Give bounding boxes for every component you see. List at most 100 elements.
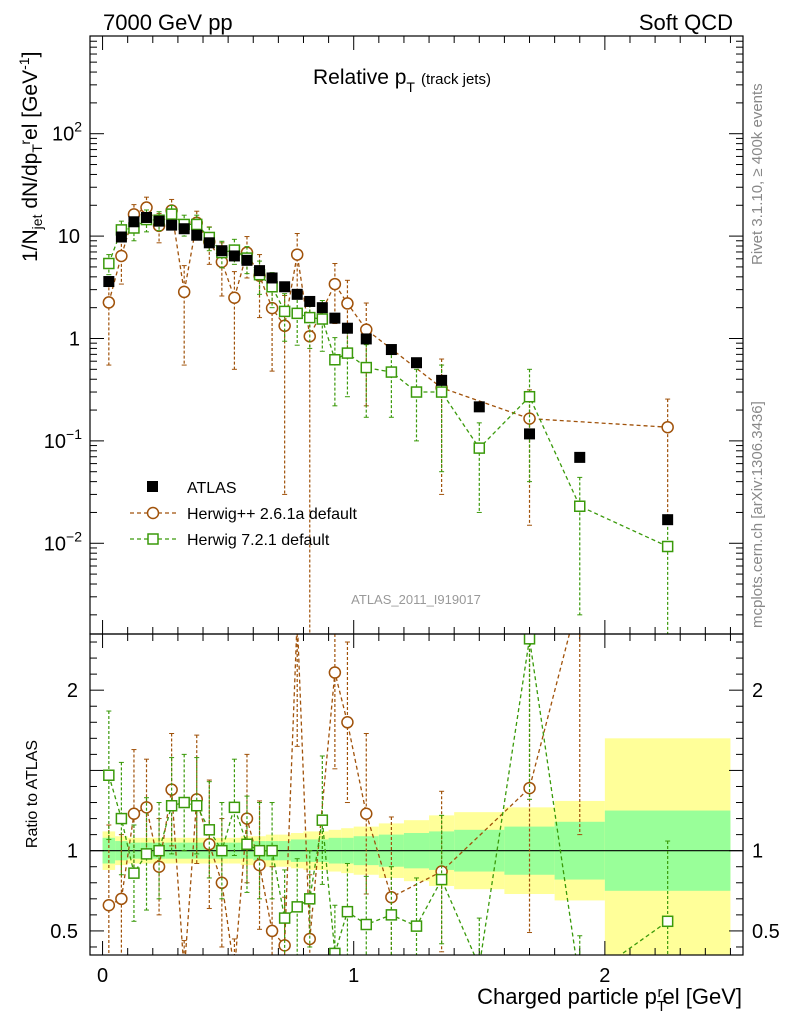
analysis-watermark: ATLAS_2011_I919017 [351,592,481,607]
herwig7-ratio-point [103,769,115,781]
ratio-frame [89,633,744,956]
y-tick-label-ratio-right: 0.5 [752,921,780,943]
herwig7-ratio-point [523,634,536,645]
herwig7-ratio-point [228,801,241,814]
atlas-main-point [153,215,165,227]
atlas-main-point [241,254,253,266]
herwig7-ratio-point [190,799,203,812]
x-tick-label: 0 [97,965,108,987]
herwig7-main-point [291,307,303,320]
atlas-main-point [411,357,422,369]
main-title: Relative pT (track jets) [313,66,491,95]
atlas-main-point [178,223,190,235]
y-tick-label-main: 10−2 [44,528,82,555]
legend-herwigpp-marker [146,506,160,520]
herwig7-main-point [435,386,448,398]
herwig7-ratio-point [278,912,291,924]
herwig7-ratio-point [241,838,253,851]
atlas-main-point [291,288,303,300]
herwigpp-ratio-line [108,634,571,955]
herwig7-ratio-point [253,844,266,857]
atlas-main-point [266,272,278,284]
herwig7-ratio-point [128,867,140,879]
main-marks [102,196,674,635]
atlas-main-point [574,451,586,463]
herwig7-ratio-point [140,848,153,860]
herwigpp-ratio-point [179,967,190,978]
herwigpp-main-point [661,420,674,434]
herwig7-ratio-point [178,796,190,809]
herwig7-ratio-point [266,844,278,857]
title-extra: (track jets) [421,71,491,88]
herwigpp-ratio-point [229,966,240,977]
herwig7-ratio-point [385,909,398,921]
herwigpp-main-point [102,296,116,309]
atlas-main-point [254,265,266,277]
atlas-main-point [191,229,203,241]
herwig7-main-point [341,347,354,359]
herwigpp-ratio-point [265,924,279,938]
y-tick-label-main: 102 [52,119,82,146]
ratio-xlabel: Charged particle pTrel [GeV] [477,984,742,1015]
herwig7-main-point [523,390,536,403]
atlas-main-point [166,219,178,231]
herwig7-main-point [360,361,373,374]
herwigpp-ratio-point [127,807,141,821]
herwig7-ratio-line [108,638,669,955]
herwig7-main-point [190,218,203,231]
atlas-main-point [216,245,228,257]
y-tick-label-main: 10 [58,226,80,248]
legend-herwig7-marker [147,533,159,545]
y-tick-label-main: 1 [69,328,80,350]
herwigpp-ratio-point [102,898,116,912]
herwigpp-ratio-point [328,666,342,679]
ratio-marks-clipped [102,612,674,978]
herwigpp-main-point [523,412,536,425]
y-tick-label-ratio-right: 2 [752,680,763,702]
atlas-main-point [360,333,372,345]
y-tick-label-ratio-left: 1 [67,841,78,863]
atlas-main-point [115,231,127,243]
herwigpp-ratio-point [292,612,303,623]
atlas-main-point [436,374,448,386]
atlas-main-point [316,302,328,314]
y-tick-label-ratio-left: 2 [67,680,78,702]
y-tick-label-ratio-left: 0.5 [50,921,78,943]
energy-label: 7000 GeV pp [103,10,233,35]
atlas-main-point [203,237,215,249]
atlas-main-point [329,312,341,324]
atlas-main-point [385,344,397,356]
herwig7-ratio-point [410,920,423,932]
legend-atlas-label: ATLAS [187,480,237,497]
y-tick-label-main: 10−1 [44,426,82,453]
legend-herwigpp-label: Herwig++ 2.6.1a default [187,506,357,523]
x-tick-label: 2 [599,965,610,987]
herwig7-main-point [574,500,586,512]
atlas-main-point [662,514,674,526]
atlas-main-point [473,401,485,413]
herwigpp-ratio-point [523,781,536,795]
herwig7-main-point [473,442,486,454]
herwig7-ratio-point [661,915,674,928]
herwig7-ratio-point [341,905,354,918]
herwig7-main-point [316,313,329,325]
title-sub: T [406,79,415,95]
herwig7-main-point [410,386,423,398]
herwigpp-main-point [177,285,191,299]
legend-atlas-marker [147,481,158,492]
herwigpp-ratio-point [341,716,354,729]
herwig7-main-point [165,208,178,220]
legend-herwig7-label: Herwig 7.2.1 default [187,532,330,549]
herwigpp-main-point [341,297,354,310]
herwig7-ratio-point [153,844,165,857]
herwig7-ratio-point [203,824,216,836]
herwig7-ratio-point [216,844,228,857]
y-tick-label-ratio-right: 1 [752,841,763,863]
atlas-main-point [279,281,291,293]
herwigpp-main-point [328,277,342,291]
herwig7-ratio-point [165,799,178,812]
herwig7-ratio-point [360,918,373,931]
atlas-main-point [128,216,140,228]
herwig7-main-point [278,305,291,318]
